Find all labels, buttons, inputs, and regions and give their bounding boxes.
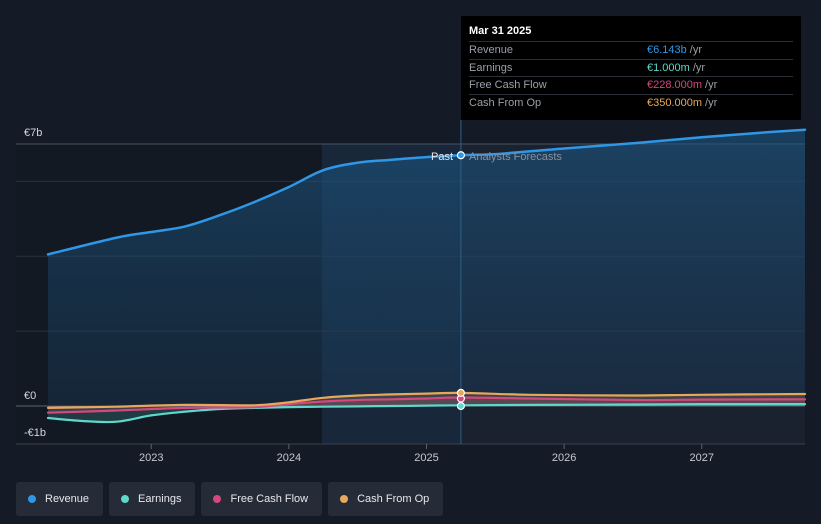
legend-dot-icon (28, 495, 36, 503)
tooltip-label: Revenue (469, 44, 514, 56)
earnings-line (46, 402, 807, 424)
legend-item-free-cash-flow[interactable]: Free Cash Flow (201, 482, 323, 516)
legend-item-cash-from-op[interactable]: Cash From Op (328, 482, 444, 516)
financial-chart: Past Analysts Forecasts €7b €0 -€1b 2023… (16, 120, 807, 464)
series-lines (46, 128, 807, 424)
y-label-zero: €0 (24, 390, 36, 402)
cfo-line (46, 391, 807, 409)
tooltip: Mar 31 2025 Revenue €6.143b /yr Earnings… (461, 16, 801, 120)
legend-label: Revenue (45, 493, 90, 505)
legend-label: Cash From Op (357, 493, 430, 505)
revenue-marker (456, 151, 466, 160)
legend-label: Free Cash Flow (230, 493, 309, 505)
earnings-marker (456, 401, 466, 411)
tooltip-label: Cash From Op (469, 96, 542, 109)
tooltip-unit: /yr (705, 96, 718, 109)
tooltip-value: €1.000m (647, 61, 690, 74)
past-label: Past (431, 151, 453, 163)
y-label-bottom: -€1b (24, 427, 46, 439)
x-tick-label: 2023 (139, 452, 163, 464)
tooltip-unit: /yr (689, 44, 702, 56)
tooltip-unit: /yr (692, 61, 706, 74)
x-tick-label: 2027 (690, 452, 714, 464)
x-tick-label: 2024 (277, 452, 301, 464)
tooltip-value: €350.000m (647, 96, 703, 109)
tooltip-row-free-cash-flow: Free Cash Flow €228.000m /yr (469, 76, 793, 94)
forecast-label: Analysts Forecasts (469, 151, 562, 163)
x-axis-ticks: 2023 2024 2025 2026 2027 (139, 444, 714, 464)
legend-label: Earnings (138, 493, 182, 505)
tooltip-label: Free Cash Flow (469, 79, 547, 91)
legend-dot-icon (213, 495, 222, 503)
tooltip-value: €228.000m (647, 79, 703, 91)
divider-markers (456, 151, 466, 411)
tooltip-row-cash-from-op: Cash From Op €350.000m /yr (469, 93, 793, 112)
tooltip-row-revenue: Revenue €6.143b /yr (469, 41, 793, 59)
cfo-marker (456, 388, 466, 397)
legend-dot-icon (121, 495, 130, 503)
tooltip-value: €6.143b (647, 44, 687, 56)
tooltip-date: Mar 31 2025 (469, 25, 532, 37)
legend: Revenue Earnings Free Cash Flow Cash Fro… (16, 482, 444, 516)
tooltip-label: Earnings (469, 61, 513, 74)
legend-item-earnings[interactable]: Earnings (109, 482, 196, 516)
x-tick-label: 2026 (552, 452, 576, 464)
legend-dot-icon (340, 495, 349, 503)
revenue-area (48, 129, 805, 407)
x-tick-label: 2025 (414, 452, 438, 464)
revenue-line (46, 128, 807, 256)
y-label-top: €7b (24, 127, 42, 139)
legend-item-revenue[interactable]: Revenue (16, 482, 104, 516)
tooltip-unit: /yr (705, 79, 718, 91)
tooltip-row-earnings: Earnings €1.000m /yr (469, 58, 793, 77)
fcf-line (46, 396, 807, 414)
